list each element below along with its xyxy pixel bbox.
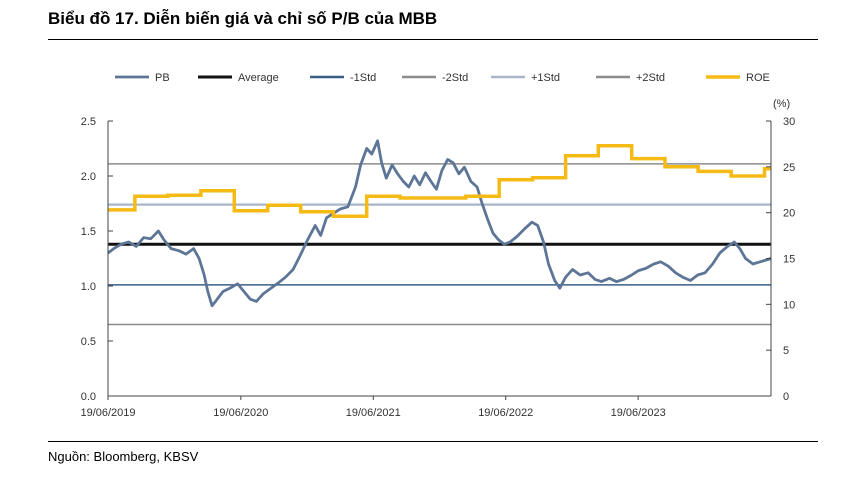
y-left-tick-label: 0.5 bbox=[81, 336, 96, 348]
x-tick-label: 19/06/2019 bbox=[80, 407, 135, 419]
y-left-tick-label: 0.0 bbox=[81, 391, 96, 403]
y-right-tick-label: 30 bbox=[783, 116, 795, 128]
chart-legend: PB Average -1Std -2Std +1Std +2Std ROE bbox=[115, 72, 770, 84]
y-right-tick-label: 20 bbox=[783, 208, 795, 220]
reference-lines bbox=[108, 163, 771, 326]
y-right-unit-label: (%) bbox=[773, 98, 790, 110]
y-left-tick-label: 2.5 bbox=[81, 116, 96, 128]
y-right-tick-label: 0 bbox=[783, 391, 789, 403]
series-layer bbox=[107, 139, 772, 308]
axes-layer: 0.0 0.5 1.0 1.5 2.0 2.5 0 5 10 15 20 25 30 (%) 19/06/2… bbox=[80, 98, 795, 419]
title-rule bbox=[48, 39, 818, 40]
y-right-tick-label: 25 bbox=[783, 162, 795, 174]
legend-label-roe: ROE bbox=[746, 72, 770, 84]
source-rule bbox=[48, 441, 818, 442]
series-line-pb bbox=[107, 139, 772, 308]
y-right-tick-label: 10 bbox=[783, 299, 795, 311]
legend-label-minus2std: -2Std bbox=[442, 72, 468, 84]
legend-label-pb: PB bbox=[155, 72, 170, 84]
source-note: Nguồn: Bloomberg, KBSV bbox=[48, 449, 199, 464]
legend-label-plus1std: +1Std bbox=[531, 72, 560, 84]
legend-label-plus2std: +2Std bbox=[636, 72, 665, 84]
pb-roe-chart: PB Average -1Std -2Std +1Std +2Std ROE 0.0 0.5 1… bbox=[80, 72, 795, 419]
x-tick-label: 19/06/2020 bbox=[213, 407, 268, 419]
page-title: Biểu đồ 17. Diễn biến giá và chỉ số P/B … bbox=[48, 9, 438, 28]
legend-label-average: Average bbox=[238, 72, 279, 84]
x-tick-label: 19/06/2021 bbox=[346, 407, 401, 419]
x-tick-label: 19/06/2022 bbox=[478, 407, 533, 419]
legend-label-minus1std: -1Std bbox=[350, 72, 376, 84]
series-line-roe bbox=[108, 144, 771, 219]
y-left-tick-label: 1.5 bbox=[81, 226, 96, 238]
y-right-tick-label: 15 bbox=[783, 254, 795, 266]
y-right-tick-label: 5 bbox=[783, 345, 789, 357]
y-left-tick-label: 1.0 bbox=[81, 281, 96, 293]
x-tick-label: 19/06/2023 bbox=[611, 407, 666, 419]
y-left-tick-label: 2.0 bbox=[81, 171, 96, 183]
